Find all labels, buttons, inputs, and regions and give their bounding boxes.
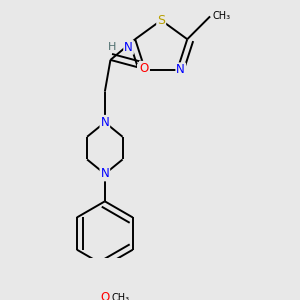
- Text: N: N: [138, 65, 147, 78]
- Text: N: N: [100, 167, 109, 180]
- Text: O: O: [140, 62, 149, 75]
- Text: N: N: [176, 63, 185, 76]
- Text: CH₃: CH₃: [112, 293, 130, 300]
- Text: H: H: [107, 42, 116, 52]
- Text: S: S: [157, 14, 165, 27]
- Text: N: N: [124, 41, 133, 54]
- Text: CH₃: CH₃: [213, 11, 231, 21]
- Text: N: N: [100, 116, 109, 129]
- Text: O: O: [100, 291, 110, 300]
